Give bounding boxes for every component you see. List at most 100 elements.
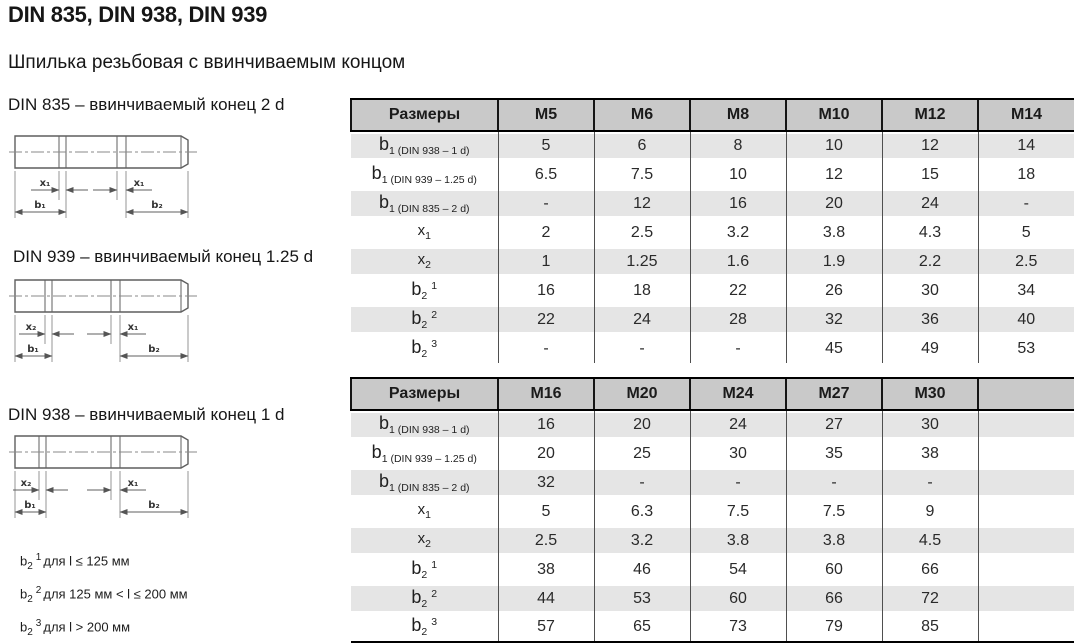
table-cell: 16 bbox=[497, 276, 594, 305]
row-label: b21 bbox=[411, 557, 438, 582]
column-header: M30 bbox=[881, 377, 978, 411]
table-cell: 73 bbox=[689, 613, 786, 643]
table-row: b22 44 53 60 66 72 bbox=[351, 584, 1074, 613]
column-header: Размеры bbox=[350, 377, 498, 411]
table-cell: 30 bbox=[881, 276, 978, 305]
dim-label-x-right: x₁ bbox=[128, 322, 139, 333]
table-cell: 16 bbox=[689, 189, 786, 218]
table-cell: 26 bbox=[785, 276, 882, 305]
row-label: b22 bbox=[351, 584, 498, 613]
table-cell: 66 bbox=[881, 555, 978, 584]
table-cell: 60 bbox=[785, 555, 882, 584]
table-cell: 30 bbox=[689, 439, 786, 468]
dim-label-b2: b₂ bbox=[148, 344, 160, 355]
row-label: b1 (DIN 835 – 2 d) bbox=[351, 189, 498, 218]
table-cell bbox=[977, 584, 1074, 613]
table-cell: 4.3 bbox=[881, 218, 978, 247]
table-cell bbox=[977, 555, 1074, 584]
table-cell: 79 bbox=[785, 613, 882, 643]
table-cell: 7.5 bbox=[689, 497, 786, 526]
table-cell: - bbox=[881, 468, 978, 497]
table-cell: 60 bbox=[689, 584, 786, 613]
table-cell: 18 bbox=[593, 276, 690, 305]
table-cell: 7.5 bbox=[785, 497, 882, 526]
table-cell: 2.5 bbox=[593, 218, 690, 247]
table-row: b21 38 46 54 60 66 bbox=[351, 555, 1074, 584]
table-cell: 10 bbox=[785, 131, 882, 160]
table-cell: 65 bbox=[593, 613, 690, 643]
table-cell: 16 bbox=[497, 410, 594, 439]
table-cell: 1 bbox=[497, 247, 594, 276]
column-header: M12 bbox=[881, 98, 978, 132]
table-cell bbox=[977, 526, 1074, 555]
table-cell: 4.5 bbox=[881, 526, 978, 555]
table-cell bbox=[977, 613, 1074, 643]
column-header: M20 bbox=[593, 377, 690, 411]
table-cell: 14 bbox=[977, 131, 1074, 160]
table-cell: - bbox=[497, 189, 594, 218]
dim-label-b1: b₁ bbox=[34, 200, 46, 211]
row-label: b22 bbox=[351, 305, 498, 334]
row-label: b1 (DIN 938 – 1 d) bbox=[351, 410, 498, 439]
table-cell: - bbox=[689, 468, 786, 497]
table-cell: 66 bbox=[785, 584, 882, 613]
footnote-b2-1: b21 для l ≤ 125 мм bbox=[20, 552, 130, 572]
table-cell: 20 bbox=[593, 410, 690, 439]
table-cell: 6.3 bbox=[593, 497, 690, 526]
table-cell: 1.9 bbox=[785, 247, 882, 276]
table-cell: 5 bbox=[977, 218, 1074, 247]
table-cell: - bbox=[497, 334, 594, 363]
column-header bbox=[977, 377, 1074, 411]
table-cell: 5 bbox=[497, 497, 594, 526]
table-row: b23 57 65 73 79 85 bbox=[351, 613, 1074, 643]
dim-label-x-left: x₂ bbox=[21, 478, 32, 489]
table-row: b1 (DIN 835 – 2 d) 32- - - - bbox=[351, 468, 1074, 497]
table-cell: - bbox=[593, 468, 690, 497]
table-cell: 10 bbox=[689, 160, 786, 189]
table-cell: 45 bbox=[785, 334, 882, 363]
table-cell bbox=[977, 497, 1074, 526]
table-cell: 2.5 bbox=[497, 526, 594, 555]
table-cell: 6.5 bbox=[497, 160, 594, 189]
row-label: x2 bbox=[351, 526, 498, 555]
table-cell: 12 bbox=[593, 189, 690, 218]
table-cell: 18 bbox=[977, 160, 1074, 189]
row-label: b1 (DIN 835 – 2 d) bbox=[351, 468, 498, 497]
table-row: x2 2.5 3.2 3.8 3.8 4.5 bbox=[351, 526, 1074, 555]
table-cell: 3.2 bbox=[593, 526, 690, 555]
table-cell: 44 bbox=[497, 584, 594, 613]
diagram-caption-din835: DIN 835 – ввинчиваемый конец 2 d bbox=[8, 95, 285, 114]
table-cell: 22 bbox=[497, 305, 594, 334]
table-cell: 5 bbox=[497, 131, 594, 160]
table-cell bbox=[977, 439, 1074, 468]
table-cell: 1.6 bbox=[689, 247, 786, 276]
column-header: M6 bbox=[593, 98, 690, 132]
table-cell: 28 bbox=[689, 305, 786, 334]
table-cell: - bbox=[689, 334, 786, 363]
table-cell: 85 bbox=[881, 613, 978, 643]
dim-label-b1: b₁ bbox=[27, 344, 39, 355]
table-cell: 2 bbox=[497, 218, 594, 247]
table-row: x2 1 1.25 1.6 1.9 2.2 2.5 bbox=[351, 247, 1074, 276]
table-cell: - bbox=[785, 468, 882, 497]
column-header: M5 bbox=[497, 98, 594, 132]
table-cell: 1.25 bbox=[593, 247, 690, 276]
page-title: DIN 835, DIN 938, DIN 939 bbox=[8, 2, 268, 27]
table-row: b1 (DIN 835 – 2 d) -12 16 20 24- bbox=[351, 189, 1074, 218]
table-row: x1 2 2.5 3.2 3.8 4.3 5 bbox=[351, 218, 1074, 247]
table-cell: 9 bbox=[881, 497, 978, 526]
column-header: M14 bbox=[977, 98, 1074, 132]
footnotes: b21 для l ≤ 125 мм b22 для 125 мм < l ≤ 20… bbox=[20, 552, 188, 643]
column-header: M8 bbox=[689, 98, 786, 132]
dim-label-x-left: x₂ bbox=[26, 322, 37, 333]
table-cell: 27 bbox=[785, 410, 882, 439]
row-label: b1 (DIN 938 – 1 d) bbox=[351, 131, 498, 160]
table-cell bbox=[977, 468, 1074, 497]
table-cell: 20 bbox=[785, 189, 882, 218]
table-row: b1 (DIN 939 – 1.25 d) 20 25 30 35 38 bbox=[351, 439, 1074, 468]
diagram-caption-din938: DIN 938 – ввинчиваемый конец 1 d bbox=[8, 405, 285, 424]
table-cell: 2.5 bbox=[977, 247, 1074, 276]
table-row: b1 (DIN 938 – 1 d) 16 20 24 27 30 bbox=[351, 410, 1074, 439]
row-label: b23 bbox=[411, 336, 438, 361]
column-header: M27 bbox=[785, 377, 882, 411]
